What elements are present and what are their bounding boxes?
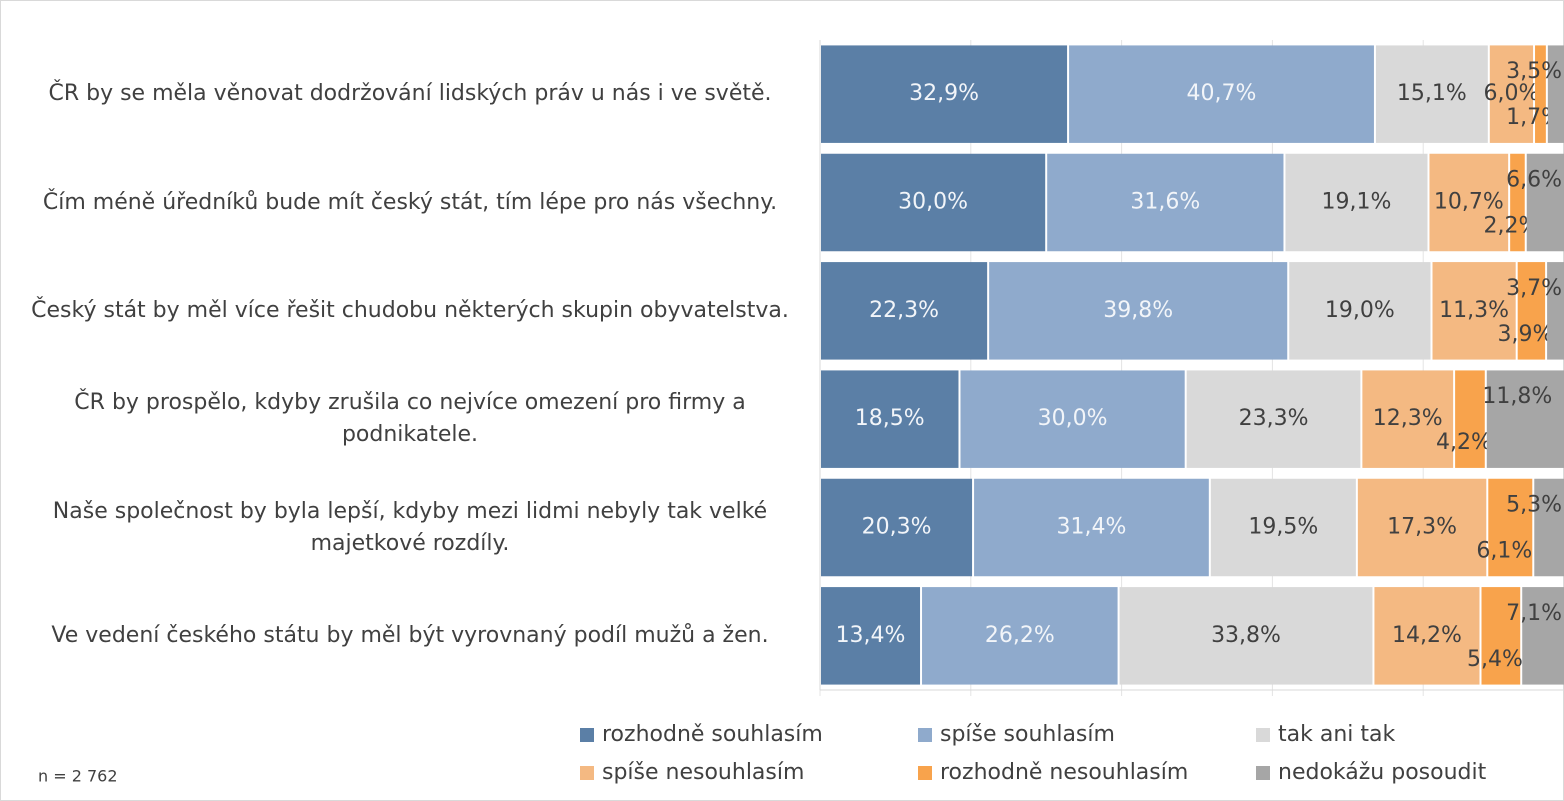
- legend-label: rozhodně nesouhlasím: [940, 760, 1188, 785]
- value-label: 22,3%: [869, 298, 939, 323]
- bar-segment: [1489, 45, 1534, 143]
- bar-segment: [1186, 370, 1361, 468]
- category-label: Čím méně úředníků bude mít český stát, t…: [42, 189, 778, 215]
- bar-segment: [1362, 370, 1454, 468]
- value-label: 39,8%: [1103, 298, 1173, 323]
- value-label: 6,1%: [1476, 539, 1532, 564]
- value-label: 7,1%: [1506, 601, 1562, 626]
- bar-segment: [922, 587, 1118, 685]
- bar-segment: [1289, 262, 1431, 360]
- value-label: 30,0%: [1038, 406, 1108, 431]
- value-label: 6,6%: [1506, 168, 1562, 193]
- value-label: 19,0%: [1325, 298, 1395, 323]
- category-label: ČR by prospělo, kdyby zrušila co nejvíce…: [74, 390, 746, 448]
- value-label: 26,2%: [985, 623, 1055, 648]
- legend-swatch: [1256, 766, 1270, 780]
- bar-segment: [1522, 587, 1564, 685]
- bar-segment: [1119, 587, 1373, 685]
- bar-segment: [1534, 478, 1564, 577]
- legend-label: tak ani tak: [1278, 722, 1395, 747]
- bar-segment: [1357, 478, 1487, 577]
- bar-segment: [1486, 370, 1564, 468]
- value-label: 23,3%: [1239, 406, 1309, 431]
- bar-segment: [1069, 45, 1374, 143]
- value-label: 12,3%: [1373, 406, 1443, 431]
- value-label: 10,7%: [1434, 190, 1504, 215]
- legend-label: spíše nesouhlasím: [602, 760, 804, 785]
- bar-segment: [1210, 478, 1356, 577]
- bar-segment: [1547, 45, 1564, 143]
- bar-segment: [1510, 153, 1525, 252]
- bar-segment: [821, 153, 1046, 252]
- category-label: Naše společnost by byla lepší, kdyby mez…: [52, 498, 768, 556]
- value-label: 40,7%: [1187, 81, 1257, 106]
- bar-segment: [821, 45, 1068, 143]
- bar-segment: [1432, 262, 1516, 360]
- value-label: 3,7%: [1506, 276, 1562, 301]
- value-label: 31,4%: [1056, 515, 1126, 540]
- bar-segment: [989, 262, 1288, 360]
- value-label: 19,1%: [1322, 190, 1392, 215]
- category-label: Ve vedení českého státu by měl být vyrov…: [51, 622, 769, 648]
- value-label: 5,4%: [1467, 647, 1523, 672]
- value-label: 3,9%: [1497, 322, 1553, 347]
- bar-segment: [821, 587, 921, 685]
- value-label: 6,0%: [1483, 81, 1539, 106]
- legend-label: nedokážu posoudit: [1278, 760, 1487, 785]
- value-label: 4,2%: [1436, 430, 1492, 455]
- value-label: 19,5%: [1248, 515, 1318, 540]
- category-label: Český stát by měl více řešit chudobu něk…: [31, 297, 789, 323]
- bar-segment: [1374, 587, 1480, 685]
- bar-segment: [821, 370, 959, 468]
- bar-segment: [974, 478, 1209, 577]
- value-label: 20,3%: [862, 515, 932, 540]
- value-label: 33,8%: [1211, 623, 1281, 648]
- value-label: 11,8%: [1482, 384, 1552, 409]
- bar-segment: [1517, 262, 1546, 360]
- value-label: 18,5%: [855, 406, 925, 431]
- bar-segment: [1285, 153, 1428, 252]
- value-label: 15,1%: [1397, 81, 1467, 106]
- legend-label: spíše souhlasím: [940, 722, 1115, 747]
- bar-segment: [960, 370, 1185, 468]
- value-label: 11,3%: [1439, 298, 1509, 323]
- category-label: ČR by se měla věnovat dodržování lidskýc…: [48, 81, 772, 107]
- legend-swatch: [1256, 728, 1270, 742]
- bar-segment: [1429, 153, 1509, 252]
- bar-segment: [1375, 45, 1488, 143]
- legend-swatch: [580, 728, 594, 742]
- note: n = 2 762: [38, 767, 118, 786]
- value-label: 13,4%: [836, 623, 906, 648]
- bar-segment: [821, 478, 973, 577]
- value-label: 30,0%: [898, 190, 968, 215]
- bar-segment: [1481, 587, 1521, 685]
- value-label: 14,2%: [1392, 623, 1462, 648]
- bar-segment: [1535, 45, 1546, 143]
- legend-swatch: [918, 766, 932, 780]
- bar-segment: [1455, 370, 1485, 468]
- value-label: 31,6%: [1130, 190, 1200, 215]
- bar-segment: [821, 262, 988, 360]
- value-label: 17,3%: [1387, 515, 1457, 540]
- legend-label: rozhodně souhlasím: [602, 722, 823, 747]
- legend-swatch: [580, 766, 594, 780]
- value-label: 5,3%: [1506, 493, 1562, 518]
- value-label: 3,5%: [1506, 59, 1562, 84]
- bar-segment: [1047, 153, 1284, 252]
- legend-swatch: [918, 728, 932, 742]
- bar-segment: [1488, 478, 1533, 577]
- bar-segment: [1547, 262, 1564, 360]
- bar-segment: [1526, 153, 1564, 252]
- value-label: 32,9%: [909, 81, 979, 106]
